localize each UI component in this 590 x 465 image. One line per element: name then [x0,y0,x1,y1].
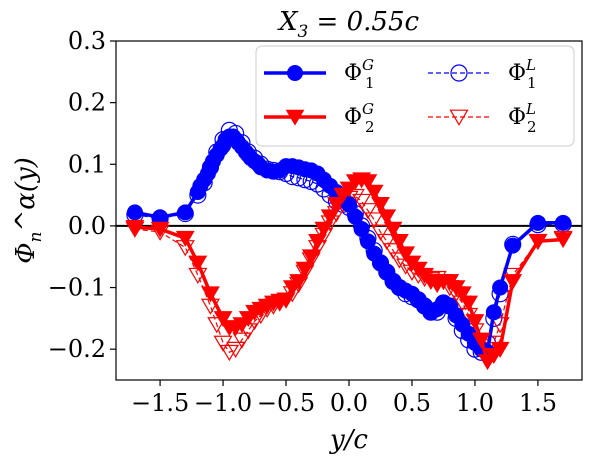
data-point [358,174,378,191]
legend-label: ΦL 2 [508,100,537,136]
data-region [116,121,582,371]
data-point [352,193,372,211]
data-point [126,204,143,221]
data-point [377,209,397,226]
y-tick-label: −0.1 [48,274,106,302]
data-point [177,204,194,221]
y-tick-label: 0.0 [68,212,106,240]
legend-marker [287,65,303,81]
data-point [396,246,416,263]
data-point [459,295,479,312]
data-point [327,197,346,213]
data-point [485,304,502,321]
legend-box [255,45,575,147]
data-point [213,311,233,327]
data-point [301,249,321,266]
x-tick-label: 0.5 [393,389,431,417]
data-point [553,232,573,249]
data-point [465,314,485,331]
legend-entry-4: ΦL 2 [428,100,537,136]
legend-marker [449,109,469,126]
data-point [504,237,521,254]
y-tick-label: 0.3 [68,27,106,55]
y-tick-label: −0.2 [48,335,106,363]
data-point [320,209,340,226]
data-point [371,197,390,213]
data-point [529,214,546,231]
y-axis-label: Φn^α(y) [11,157,46,264]
x-axis-label: y/c [329,425,368,455]
data-point [308,234,327,250]
data-point [201,286,220,303]
data-point [295,261,315,278]
y-tick-label: 0.2 [68,89,106,117]
data-point [471,332,491,349]
data-point [364,184,384,201]
data-point [383,243,403,260]
legend-label: ΦL 1 [508,56,537,92]
data-point [125,219,145,236]
data-point [389,252,409,269]
data-point [364,212,384,229]
data-point [383,221,403,238]
x-tick-label: −1.0 [194,389,252,417]
series-2 [125,172,573,371]
data-point [150,221,170,238]
data-point [314,221,334,238]
y-tick-label: 0.1 [68,150,106,178]
legend-marker [450,64,468,82]
data-point [207,317,227,334]
legend-label: ΦG 2 [344,100,375,136]
y-axis-label-group: Φn^α(y) [11,157,46,264]
data-point [390,234,409,250]
data-point [555,214,572,231]
data-point [226,341,246,359]
data-point [490,341,510,358]
data-point [188,255,208,272]
data-point [289,274,308,291]
legend: ΦG 1 ΦG 2 ΦL 1 ΦL 2 [255,45,575,147]
legend-entry-3: ΦL 1 [428,56,537,92]
x-tick-label: 1.0 [456,389,494,417]
x-tick-label: 0.0 [330,389,368,417]
x-tick-label: −1.5 [131,389,189,417]
data-point [175,230,195,247]
chart-title: X3 = 0.55c [277,7,420,42]
x-tick-label: −0.5 [257,389,315,417]
series-1 [126,128,572,361]
data-point [528,234,548,250]
x-tick-label: 1.5 [519,389,557,417]
data-point [276,292,296,309]
data-point [492,279,509,296]
legend-marker [285,109,305,126]
data-point [503,274,523,291]
data-point [358,203,378,220]
legend-entry-2: ΦG 2 [264,100,375,136]
legend-entry-1: ΦG 1 [264,56,375,92]
legend-label: ΦG 1 [344,56,375,92]
data-point [377,233,397,251]
axis-layer: −1.5 −1.0 −0.5 0.0 0.5 1.0 1.5 −0.2 −0.1 0.0 0.1 0.… [11,7,583,455]
data-point [452,286,472,303]
data-point [370,224,391,241]
